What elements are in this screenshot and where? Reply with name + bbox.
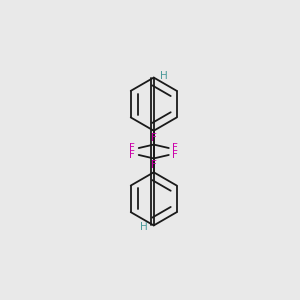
Text: F: F bbox=[172, 143, 178, 154]
Text: F: F bbox=[151, 160, 157, 170]
Text: F: F bbox=[151, 133, 157, 143]
Text: H: H bbox=[160, 71, 167, 81]
Text: H: H bbox=[140, 222, 148, 232]
Text: F: F bbox=[129, 143, 135, 154]
Text: F: F bbox=[129, 149, 135, 160]
Text: F: F bbox=[172, 149, 178, 160]
